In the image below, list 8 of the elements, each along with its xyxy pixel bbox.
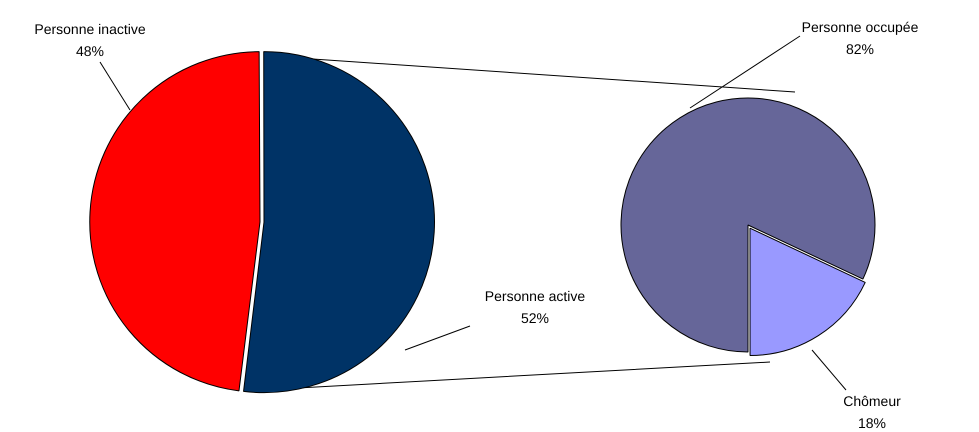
slice-label: Chômeur (843, 392, 902, 409)
data-label: 52% (520, 310, 550, 326)
slice-label: Personne active (484, 288, 586, 304)
data-label: 82% (846, 40, 874, 57)
data-label: 48% (76, 42, 104, 59)
slice-label: Personne occupée (802, 18, 919, 35)
data-label: 18% (858, 414, 886, 431)
slice-label: Personne inactive (34, 20, 146, 37)
